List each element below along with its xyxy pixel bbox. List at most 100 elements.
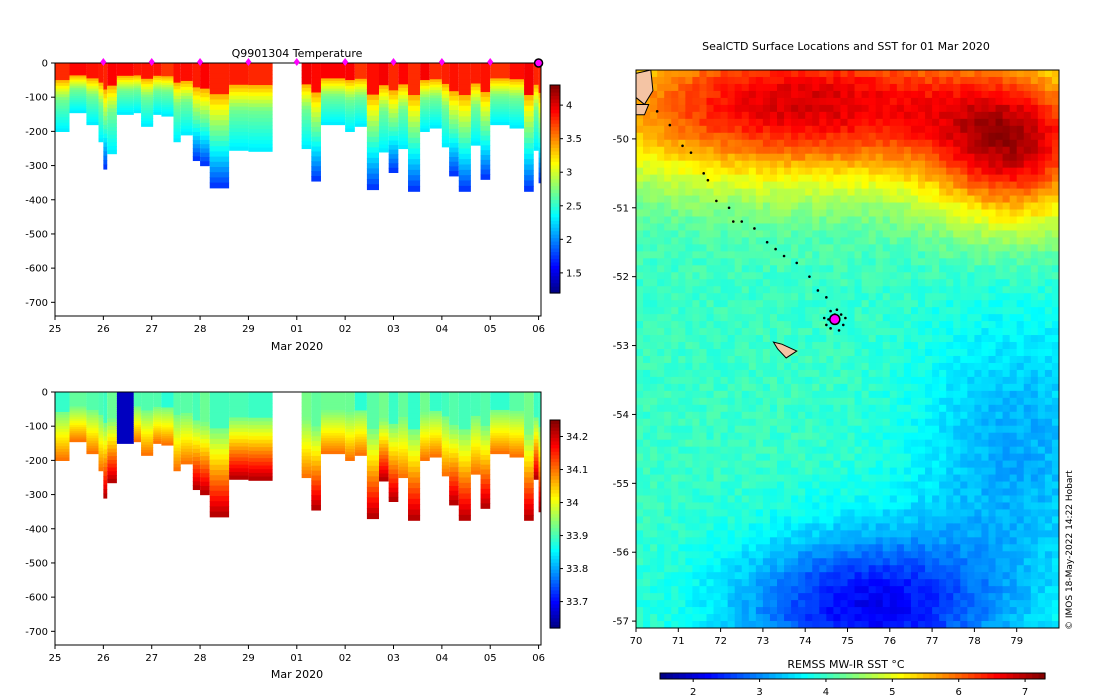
sst-cell	[791, 265, 799, 273]
sst-cell	[706, 586, 715, 594]
sst-cell	[699, 544, 708, 552]
sst-cell	[699, 314, 708, 322]
sst-cell	[685, 286, 693, 294]
profile-cell	[180, 131, 193, 136]
profile-cell	[69, 110, 87, 114]
profile-cell	[141, 81, 154, 85]
sst-cell	[671, 104, 679, 113]
profile-cell	[490, 402, 510, 406]
sst-cell	[819, 621, 827, 628]
profile	[107, 63, 117, 155]
profile-cell	[180, 101, 193, 106]
sst-cell	[861, 607, 870, 615]
sst-cell	[777, 209, 785, 218]
profile-cell	[301, 431, 312, 436]
profile-cell	[311, 131, 321, 138]
sst-cell	[671, 488, 679, 497]
sst-cell	[650, 600, 658, 608]
sst-cell	[664, 607, 672, 615]
sst-cell	[657, 76, 665, 85]
sst-cell	[847, 349, 856, 357]
profile-cell	[116, 404, 134, 408]
profile-cell	[107, 70, 117, 75]
sst-cell	[840, 104, 849, 113]
profile-cell	[248, 85, 273, 90]
profile-cell	[533, 446, 539, 451]
sst-cell	[720, 495, 729, 504]
profile-cell	[509, 394, 525, 399]
sst-cell	[819, 244, 827, 252]
sst-cell	[685, 495, 693, 504]
profile-cell	[320, 75, 346, 79]
sst-cell	[734, 300, 743, 308]
sst-cell	[678, 523, 686, 531]
profile-cell	[449, 457, 459, 464]
profile-cell	[153, 110, 162, 113]
sst-cell	[727, 160, 736, 169]
profile-cell	[192, 67, 201, 72]
sst-cell	[819, 146, 827, 155]
sst-cell	[861, 160, 870, 169]
sst-cell	[769, 132, 778, 141]
sst-cell	[692, 593, 701, 601]
sst-cell	[636, 593, 644, 601]
profile-cell	[116, 432, 134, 436]
profile-cell	[311, 126, 321, 133]
sst-cell	[713, 607, 722, 615]
profile-cell	[538, 157, 541, 164]
sst-cell	[784, 530, 792, 538]
profile-cell	[229, 135, 249, 140]
sst-cell	[812, 223, 820, 232]
profile	[470, 392, 481, 475]
sst-cell	[727, 97, 736, 106]
sst-cell	[685, 132, 693, 141]
colorbar-step	[550, 261, 560, 266]
sst-cell	[755, 523, 764, 531]
sst-cell	[713, 502, 722, 511]
sst-cell	[833, 509, 842, 517]
sst-cell	[840, 565, 849, 573]
profile-cell	[408, 127, 421, 134]
sst-cell	[706, 90, 715, 99]
sst-cell	[720, 181, 729, 190]
sst-cell	[805, 146, 813, 155]
profile-cell	[200, 451, 210, 457]
sst-cell	[699, 537, 708, 545]
profile-cell	[320, 70, 346, 74]
sst-cell	[784, 586, 792, 594]
sst-cell	[854, 223, 863, 232]
sst-cell	[706, 439, 715, 448]
colorbar-step	[550, 216, 560, 221]
sst-cell	[727, 70, 736, 78]
sst-cell	[685, 160, 693, 169]
sst-cell	[741, 202, 750, 211]
sst-cell	[741, 558, 750, 566]
profile-cell	[200, 477, 210, 483]
profile-cell	[538, 476, 541, 483]
profile-cell	[533, 471, 539, 477]
sst-cell	[706, 432, 715, 441]
profile-cell	[248, 140, 273, 145]
profile-cell	[103, 164, 108, 170]
sst-cell	[636, 565, 644, 573]
sst-cell	[741, 167, 750, 176]
profile-cell	[538, 142, 541, 149]
profile-cell	[161, 414, 174, 417]
sst-cell	[854, 383, 863, 392]
profile-cell	[86, 68, 99, 72]
profile-cell	[509, 87, 525, 91]
profile-cell	[480, 498, 491, 504]
profile-cell	[107, 475, 117, 480]
profile-cell	[141, 63, 154, 67]
sst-cell	[664, 516, 672, 524]
profile-cell	[161, 107, 174, 110]
profile-cell	[458, 127, 471, 134]
sst-cell	[706, 181, 715, 190]
sst-cell	[861, 460, 870, 469]
sst-cell	[791, 600, 799, 608]
profile	[490, 392, 510, 455]
sst-cell	[805, 390, 813, 399]
sst-cell	[861, 307, 870, 315]
sst-cell	[685, 139, 693, 148]
profile-cell	[470, 63, 481, 68]
